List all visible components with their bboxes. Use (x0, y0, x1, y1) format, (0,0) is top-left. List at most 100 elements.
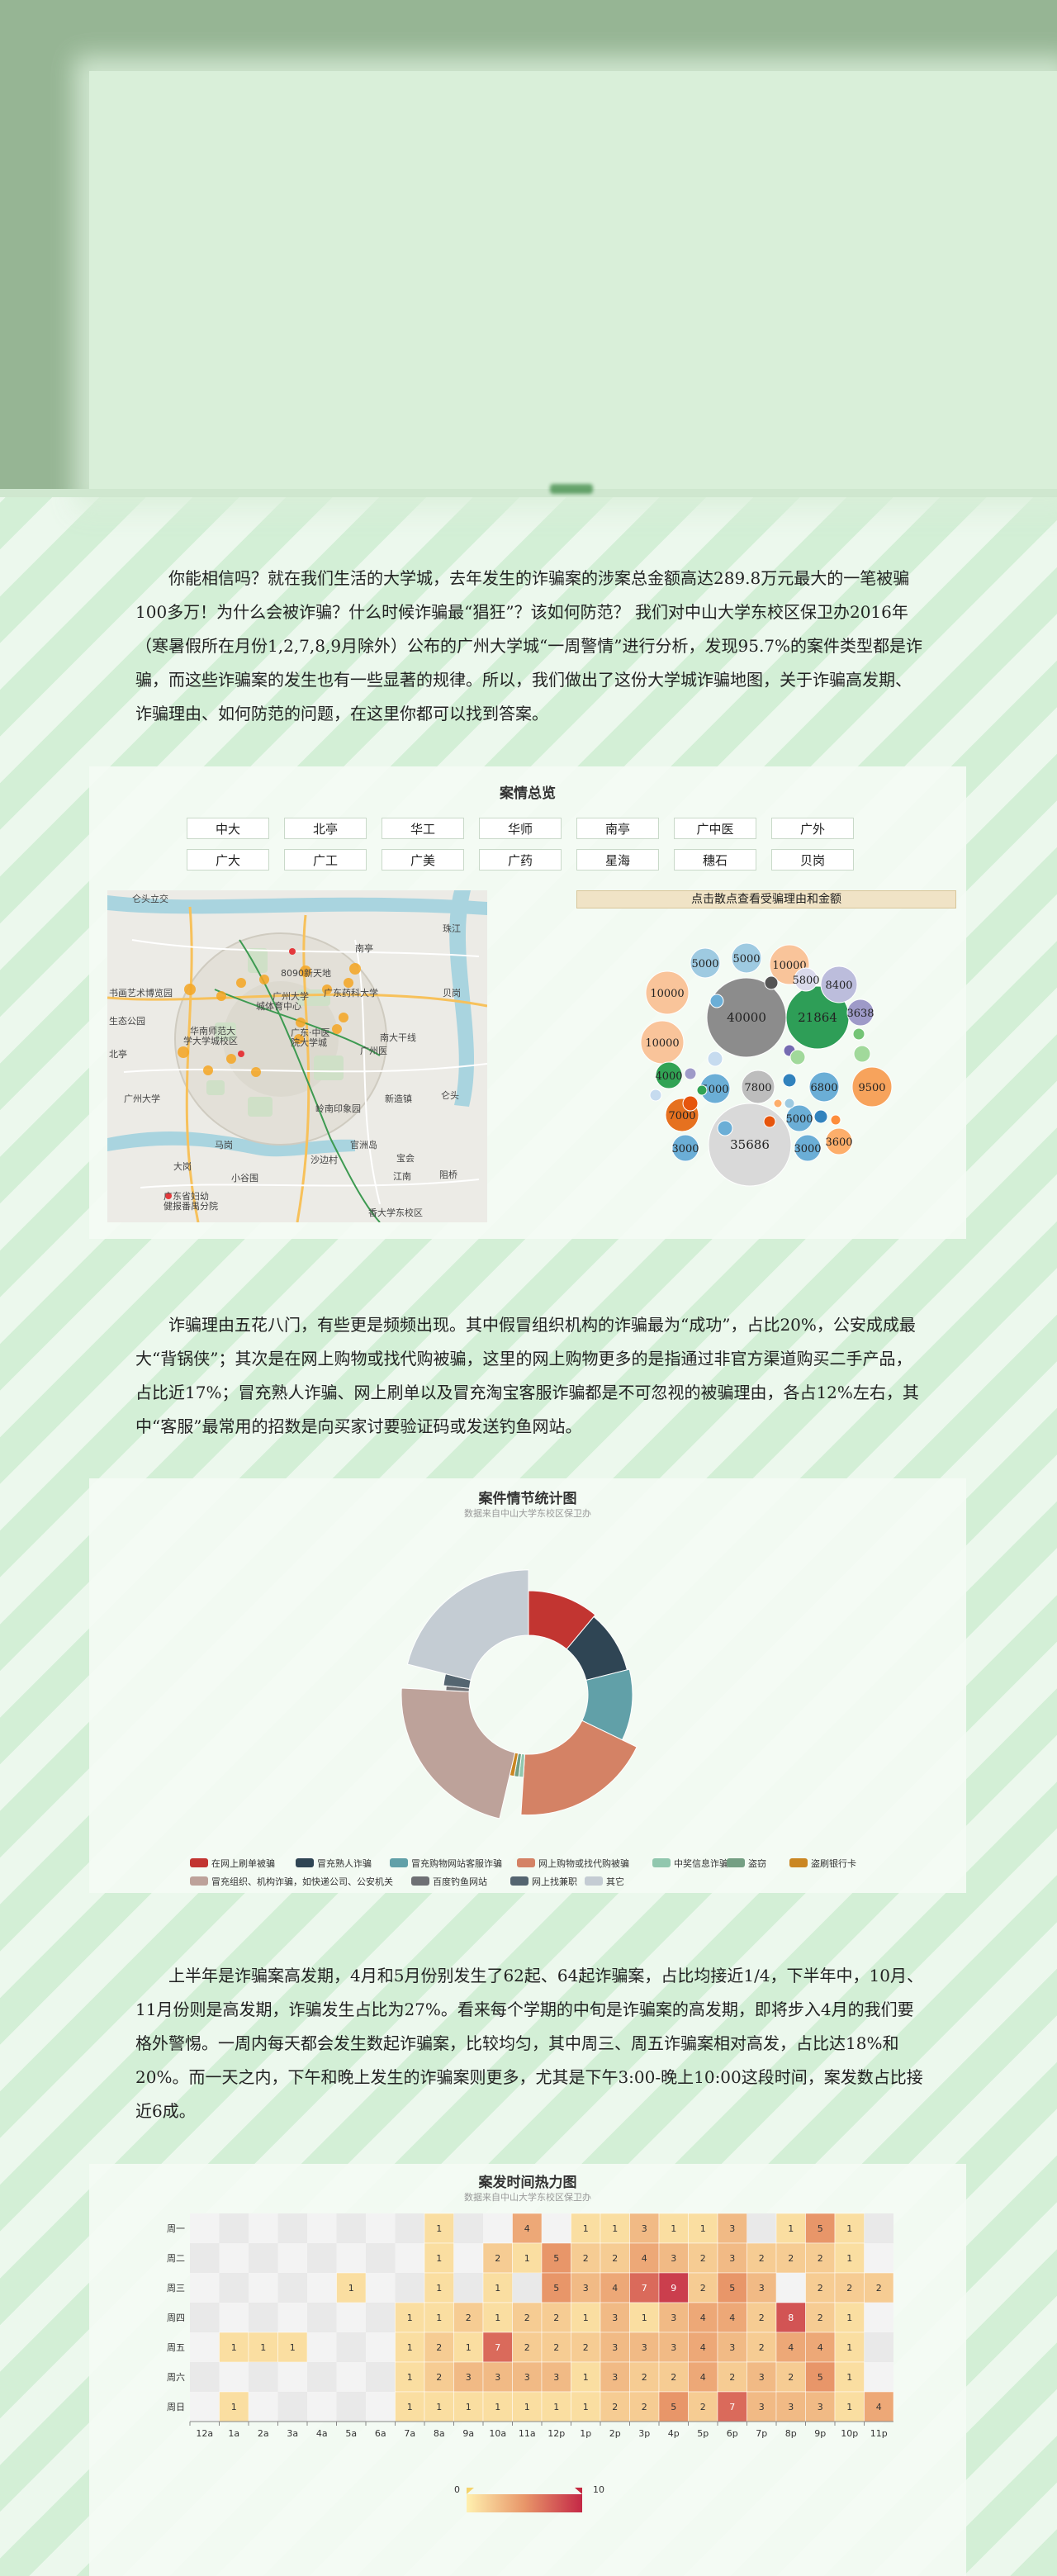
heatmap-cell[interactable] (336, 2392, 367, 2422)
bubble-small[interactable] (789, 1049, 806, 1065)
donut-slice[interactable] (401, 1687, 516, 1819)
bubble-small[interactable] (717, 1120, 733, 1136)
heatmap-cell[interactable] (219, 2273, 249, 2303)
bubble[interactable] (794, 967, 818, 992)
heatmap-cell[interactable] (775, 2213, 806, 2244)
heatmap-cell[interactable] (482, 2391, 513, 2422)
bubble-small[interactable] (709, 994, 724, 1008)
heatmap-cell[interactable] (453, 2391, 484, 2422)
heatmap-cell[interactable] (366, 2332, 396, 2362)
heatmap-cell[interactable] (600, 2361, 630, 2393)
heatmap-cell[interactable] (219, 2362, 249, 2392)
bubble[interactable] (671, 1134, 699, 1162)
bubble-small[interactable] (782, 1073, 797, 1088)
heatmap-cell[interactable] (512, 2332, 543, 2363)
heatmap-cell[interactable] (541, 2391, 571, 2422)
legend-item[interactable]: 百度钓鱼网站 (411, 1875, 487, 1888)
scale-handle-max[interactable] (575, 2488, 582, 2494)
heatmap-cell[interactable] (571, 2332, 601, 2363)
bubble-small[interactable] (684, 1067, 697, 1080)
heatmap-cell[interactable] (775, 2332, 806, 2363)
campus-button[interactable]: 贝岗 (771, 849, 854, 871)
heatmap-cell[interactable] (541, 2332, 571, 2363)
bubble-small[interactable] (707, 1051, 723, 1067)
campus-button[interactable]: 广药 (479, 849, 562, 871)
bubble-small[interactable] (773, 1098, 783, 1108)
heatmap-cell[interactable] (453, 2243, 484, 2273)
scale-handle-min[interactable] (467, 2488, 474, 2494)
heatmap-cell[interactable] (424, 2391, 454, 2422)
heatmap-cell[interactable] (453, 2213, 484, 2243)
heatmap-cell[interactable] (717, 2391, 747, 2422)
heatmap-cell[interactable] (834, 2391, 865, 2422)
heatmap-cell[interactable] (717, 2302, 747, 2333)
heatmap-cell[interactable] (249, 2392, 278, 2422)
heatmap-cell[interactable] (482, 2302, 513, 2333)
heatmap-cell[interactable] (249, 2243, 278, 2273)
heatmap-cell[interactable] (249, 2213, 278, 2243)
heatmap-cell[interactable] (658, 2302, 689, 2333)
heatmap-cell[interactable] (688, 2332, 718, 2363)
heatmap-cell[interactable] (805, 2391, 836, 2422)
bubble[interactable] (825, 1127, 853, 1155)
heatmap-cell[interactable] (307, 2273, 337, 2303)
heatmap-cell[interactable] (600, 2213, 630, 2244)
bubble-small[interactable] (763, 1115, 776, 1128)
campus-button[interactable]: 广美 (382, 849, 464, 871)
heatmap-cell[interactable] (658, 2332, 689, 2363)
heatmap-cell[interactable] (629, 2302, 660, 2333)
heatmap-cell[interactable] (834, 2213, 865, 2244)
heatmap-cell[interactable] (629, 2361, 660, 2393)
heatmap-cell[interactable] (307, 2243, 337, 2273)
heatmap-cell[interactable] (658, 2213, 689, 2244)
campus-button[interactable]: 南亭 (576, 818, 659, 839)
heatmap-cell[interactable] (629, 2332, 660, 2363)
heatmap-cell[interactable] (717, 2332, 747, 2363)
bubble-small[interactable] (764, 975, 779, 990)
heatmap-cell[interactable] (453, 2332, 484, 2363)
heatmap-cell[interactable] (541, 2361, 571, 2393)
heatmap-cell[interactable] (775, 2302, 806, 2333)
heatmap-cell[interactable] (190, 2273, 220, 2303)
heatmap-cell[interactable] (600, 2242, 630, 2274)
bubble-small[interactable] (813, 1109, 828, 1124)
campus-button[interactable]: 广大 (187, 849, 269, 871)
heatmap-cell[interactable] (453, 2273, 484, 2303)
heatmap-cell[interactable] (219, 2213, 249, 2243)
heatmap-cell[interactable] (190, 2392, 220, 2422)
campus-button[interactable]: 华工 (382, 818, 464, 839)
campus-map[interactable]: 仑头立交 8090新天地 南亭 书画艺术博览园 生态公园 广州大学 城体育中心 广东药科大学华… (107, 890, 487, 1222)
campus-button[interactable]: 广工 (284, 849, 367, 871)
heatmap-cell[interactable] (747, 2302, 777, 2333)
heatmap-cell[interactable] (747, 2213, 777, 2243)
heatmap-cell[interactable] (834, 2242, 865, 2274)
campus-button[interactable]: 北亭 (284, 818, 367, 839)
heatmap-cell[interactable] (512, 2361, 543, 2393)
heatmap-cell[interactable] (600, 2302, 630, 2333)
heatmap-cell[interactable] (424, 2242, 454, 2274)
heatmap-cell[interactable] (307, 2392, 337, 2422)
bubble-small[interactable] (696, 1084, 708, 1096)
heatmap-cell[interactable] (190, 2303, 220, 2332)
heatmap-cell[interactable] (864, 2243, 894, 2273)
heatmap-cell[interactable] (805, 2242, 836, 2274)
heatmap-cell[interactable] (307, 2303, 337, 2332)
heatmap-cell[interactable] (424, 2361, 454, 2393)
heatmap-cell[interactable] (775, 2361, 806, 2393)
heatmap-cell[interactable] (249, 2362, 278, 2392)
heatmap-cell[interactable] (658, 2361, 689, 2393)
bubble-small[interactable] (649, 1089, 662, 1102)
heatmap-cell[interactable] (277, 2243, 308, 2273)
legend-item[interactable]: 盗刷银行卡 (789, 1857, 856, 1870)
heatmap-cell[interactable] (307, 2213, 337, 2243)
heatmap-cell[interactable] (600, 2391, 630, 2422)
legend-item[interactable]: 冒充购物网站客服诈骗 (390, 1857, 502, 1870)
bubble[interactable] (785, 1104, 813, 1132)
heatmap-cell[interactable] (336, 2332, 367, 2362)
bubble-small[interactable] (784, 1098, 795, 1109)
heatmap-cell[interactable] (336, 2362, 367, 2392)
heatmap-cell[interactable] (747, 2391, 777, 2422)
heatmap-cell[interactable] (571, 2272, 601, 2303)
bubble[interactable] (655, 1061, 683, 1089)
